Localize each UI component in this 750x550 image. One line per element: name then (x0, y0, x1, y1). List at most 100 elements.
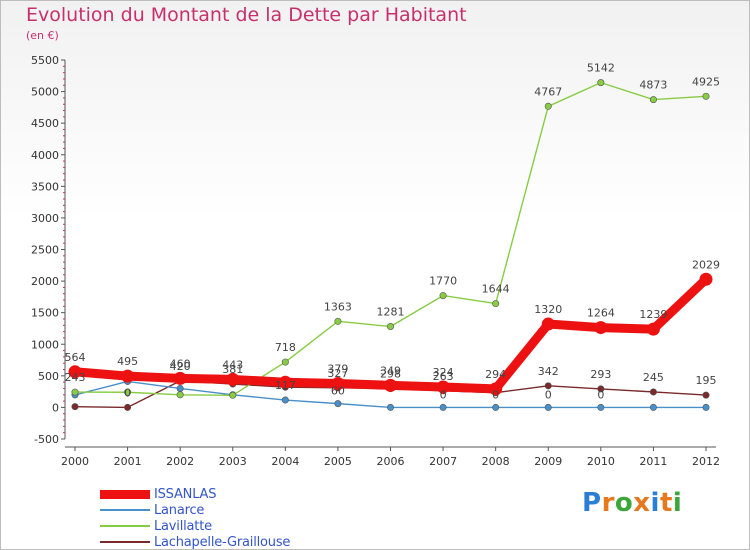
data-label: 0 (124, 386, 131, 399)
data-point (331, 376, 345, 390)
data-label: 0 (545, 388, 552, 401)
data-point (226, 372, 240, 386)
legend-swatch (100, 525, 150, 527)
data-point (702, 391, 710, 399)
data-point (121, 369, 135, 383)
data-label: 564 (65, 351, 86, 364)
data-label: 1363 (324, 300, 352, 313)
data-point (597, 403, 605, 411)
y-tick-label: 1500 (31, 307, 59, 320)
x-tick-label: 2012 (692, 455, 720, 468)
data-label: 1320 (534, 303, 562, 316)
data-point (597, 385, 605, 393)
y-tick-label: 3500 (31, 180, 59, 193)
data-label: 1239 (639, 308, 667, 321)
chart-legend: ISSANLAS Lanarce Lavillatte Lachapelle-Grai… (100, 486, 290, 550)
data-label: 5142 (587, 62, 615, 75)
data-label: 495 (117, 355, 138, 368)
x-tick-label: 2004 (271, 455, 299, 468)
data-label: 1281 (377, 306, 405, 319)
x-tick-label: 2010 (587, 455, 615, 468)
proxiti-logo: Proxiti (582, 488, 682, 518)
data-point (544, 102, 552, 110)
y-tick-label: 2000 (31, 275, 59, 288)
data-label: 1644 (482, 283, 510, 296)
data-point (699, 272, 713, 286)
data-point (384, 378, 397, 392)
data-point (124, 388, 132, 396)
data-point (386, 403, 394, 411)
data-label: 460 (170, 357, 191, 370)
legend-item: Lavillatte (100, 518, 290, 534)
data-point (489, 382, 503, 396)
x-tick-label: 2005 (324, 455, 352, 468)
data-point (597, 79, 605, 87)
data-label: 4873 (639, 79, 667, 92)
chart-subtitle: (en €) (26, 29, 59, 42)
y-tick-label: 4000 (31, 149, 59, 162)
data-label: 60 (331, 385, 345, 398)
data-label: 243 (65, 371, 86, 384)
y-tick-label: 5500 (31, 54, 59, 67)
y-tick-label: 4500 (31, 117, 59, 130)
data-label: 2029 (692, 258, 720, 271)
data-label: 443 (222, 358, 243, 371)
data-point (68, 365, 82, 379)
y-tick-label: 0 (52, 401, 59, 414)
x-tick-label: 2008 (482, 455, 510, 468)
data-label: 342 (538, 365, 559, 378)
data-point (702, 92, 710, 100)
data-point (541, 317, 555, 331)
logo-letter: i (672, 488, 683, 518)
x-tick-label: 2002 (166, 455, 194, 468)
data-point (646, 322, 660, 336)
x-tick-label: 2001 (114, 455, 142, 468)
data-label: 718 (275, 341, 296, 354)
x-tick-label: 2007 (429, 455, 457, 468)
y-tick-label: 1000 (31, 338, 59, 351)
legend-item: ISSANLAS (100, 486, 290, 502)
data-point (544, 382, 552, 390)
logo-letter: i (650, 488, 660, 518)
data-point (334, 317, 342, 325)
data-point (334, 400, 342, 408)
x-tick-label: 2011 (639, 455, 667, 468)
data-label: 0 (492, 388, 499, 401)
logo-letter: x (633, 488, 651, 518)
data-label: 298 (380, 368, 401, 381)
legend-item: Lachapelle-Graillouse (100, 534, 290, 550)
data-label: 294 (485, 368, 506, 381)
data-label: 263 (433, 370, 454, 383)
data-label: 245 (643, 371, 664, 384)
data-point (229, 391, 237, 399)
data-label: 293 (590, 368, 611, 381)
data-label: 324 (433, 366, 454, 379)
data-point (649, 403, 657, 411)
data-point (702, 403, 710, 411)
data-point (436, 380, 450, 394)
data-point (492, 403, 500, 411)
y-tick-label: 5000 (31, 86, 59, 99)
data-point (176, 391, 184, 399)
x-tick-label: 2000 (61, 455, 89, 468)
legend-label: ISSANLAS (154, 486, 217, 502)
data-label: 420 (170, 360, 191, 373)
data-label: 327 (327, 367, 348, 380)
x-tick-label: 2009 (534, 455, 562, 468)
chart-title: Evolution du Montant de la Dette par Hab… (26, 4, 467, 26)
logo-letter: t (659, 488, 673, 518)
data-point (278, 375, 292, 389)
data-label: 117 (275, 379, 296, 392)
data-point (173, 371, 187, 385)
data-point (649, 388, 657, 396)
data-label: 0 (440, 388, 447, 401)
data-point (544, 403, 552, 411)
data-label: 4925 (692, 75, 720, 88)
legend-swatch (100, 489, 150, 499)
data-label: 349 (380, 364, 401, 377)
data-point (594, 321, 608, 335)
data-label: 381 (222, 363, 243, 376)
data-point (439, 403, 447, 411)
